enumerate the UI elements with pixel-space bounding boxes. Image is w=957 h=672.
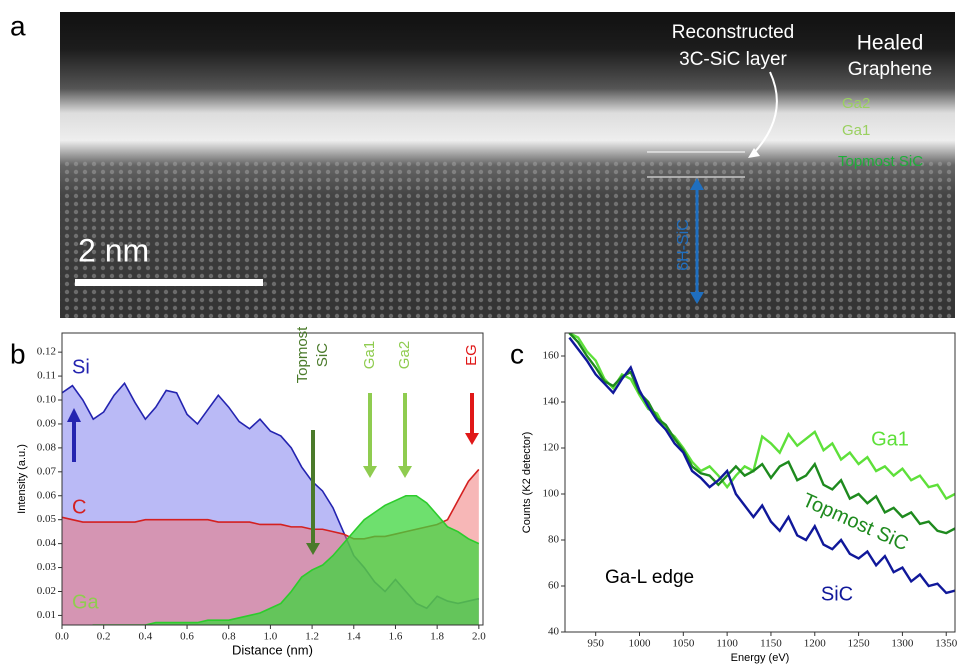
x-tick-label: 2.0 <box>472 631 486 643</box>
annotation: Ga1 <box>842 122 870 139</box>
arrow <box>751 71 778 156</box>
annotation: Reconstructed <box>672 22 795 43</box>
annotation: Graphene <box>848 59 933 80</box>
y-tick-label: 0.06 <box>37 489 57 501</box>
x-axis-label: Distance (nm) <box>232 642 313 657</box>
plot-area <box>62 381 480 625</box>
annotation: Healed <box>857 32 924 55</box>
y-axis-label: Counts (K2 detector) <box>521 432 533 534</box>
y-tick-label: 80 <box>548 534 560 546</box>
annotation: 3C-SiC layer <box>679 49 787 70</box>
annotation: Ga2 <box>842 95 870 112</box>
scale-bar <box>75 279 263 286</box>
y-tick-label: 0.05 <box>37 513 57 525</box>
annotation: Topmost SiC <box>838 153 923 170</box>
arrowhead <box>363 466 377 478</box>
panel-c: 950 1000 1050 1100 1150 1200 1250 1300 1350 40 60 8… <box>510 332 957 664</box>
arrowhead <box>465 433 479 445</box>
x-tick-label: 0.0 <box>55 631 69 643</box>
x-tick-label: 1100 <box>716 638 738 650</box>
plot-frame <box>61 332 484 626</box>
x-tick-label: 1050 <box>672 638 695 650</box>
y-tick-label: 140 <box>543 396 560 408</box>
x-tick-label: 1.4 <box>347 631 361 643</box>
line <box>568 333 955 535</box>
y-tick-label: 160 <box>543 350 560 362</box>
panel-label: b <box>10 338 26 369</box>
panel-label: a <box>10 10 26 41</box>
annotation: 6H-SiC <box>675 219 692 271</box>
legend-label: Si <box>72 356 90 378</box>
annotation: Ga2 <box>396 341 413 369</box>
x-tick-label: 1300 <box>891 638 914 650</box>
legend-label: Topmost SiC <box>799 489 912 555</box>
y-tick-label: 0.09 <box>37 417 57 429</box>
arrowhead <box>748 148 760 158</box>
scale-label: 2 nm <box>78 232 149 268</box>
legend-label: SiC <box>821 583 853 605</box>
y-tick-label: 120 <box>543 442 560 454</box>
arrowhead <box>398 466 412 478</box>
y-tick-label: 0.10 <box>37 394 57 406</box>
area <box>62 495 479 625</box>
x-tick-label: 0.4 <box>138 631 152 643</box>
panel-a: a Reconstructed 3C-SiC layer Healed Grap… <box>10 10 955 318</box>
panel-label: c <box>510 338 524 369</box>
annotation: Topmost <box>294 326 311 384</box>
legend-label: C <box>72 496 86 518</box>
y-tick-label: 0.04 <box>37 537 57 549</box>
x-tick-label: 1200 <box>804 638 827 650</box>
x-tick-label: 0.8 <box>222 631 236 643</box>
x-axis-label: Energy (eV) <box>731 652 790 664</box>
x-tick-label: 1350 <box>935 638 957 650</box>
legend-label: Ga1 <box>871 428 909 450</box>
x-tick-label: 1.8 <box>430 631 444 643</box>
x-tick-label: 1000 <box>628 638 651 650</box>
annotation: SiC <box>314 343 331 367</box>
y-tick-label: 100 <box>543 488 560 500</box>
annotation: Ga-L edge <box>605 567 694 588</box>
x-tick-label: 1150 <box>760 638 782 650</box>
y-tick-label: 0.11 <box>37 370 56 382</box>
arrowhead <box>306 543 320 555</box>
line <box>568 336 955 595</box>
y-tick-label: 0.02 <box>37 585 56 597</box>
lattice <box>60 160 955 318</box>
plot-frame <box>564 332 956 633</box>
panel-b: 0.0 0.2 0.4 0.6 0.8 1.0 1.2 1.4 1.6 1.8 2.0 0.01 0.0… <box>10 326 486 658</box>
x-tick-label: 1.0 <box>264 631 278 643</box>
x-tick-label: 0.6 <box>180 631 194 643</box>
legend-label: Ga <box>72 591 100 613</box>
x-tick-label: 1250 <box>848 638 871 650</box>
x-tick-label: 1.2 <box>305 631 319 643</box>
line <box>568 333 955 501</box>
y-tick-label: 0.03 <box>37 561 57 573</box>
y-tick-label: 0.07 <box>37 465 57 477</box>
arrowhead <box>67 408 81 422</box>
y-tick-label: 0.12 <box>37 346 56 358</box>
y-tick-label: 0.01 <box>37 609 56 621</box>
y-axis-label: Intensity (a.u.) <box>16 444 28 514</box>
y-tick-label: 60 <box>548 580 560 592</box>
y-tick-label: 0.08 <box>37 441 57 453</box>
annotation: EG <box>463 344 480 366</box>
line <box>89 494 480 625</box>
x-tick-label: 1.6 <box>389 631 403 643</box>
annotation: Ga1 <box>361 341 378 369</box>
y-tick-label: 40 <box>548 626 560 638</box>
plot-area <box>568 333 955 595</box>
x-tick-label: 950 <box>587 638 604 650</box>
x-tick-label: 0.2 <box>97 631 111 643</box>
